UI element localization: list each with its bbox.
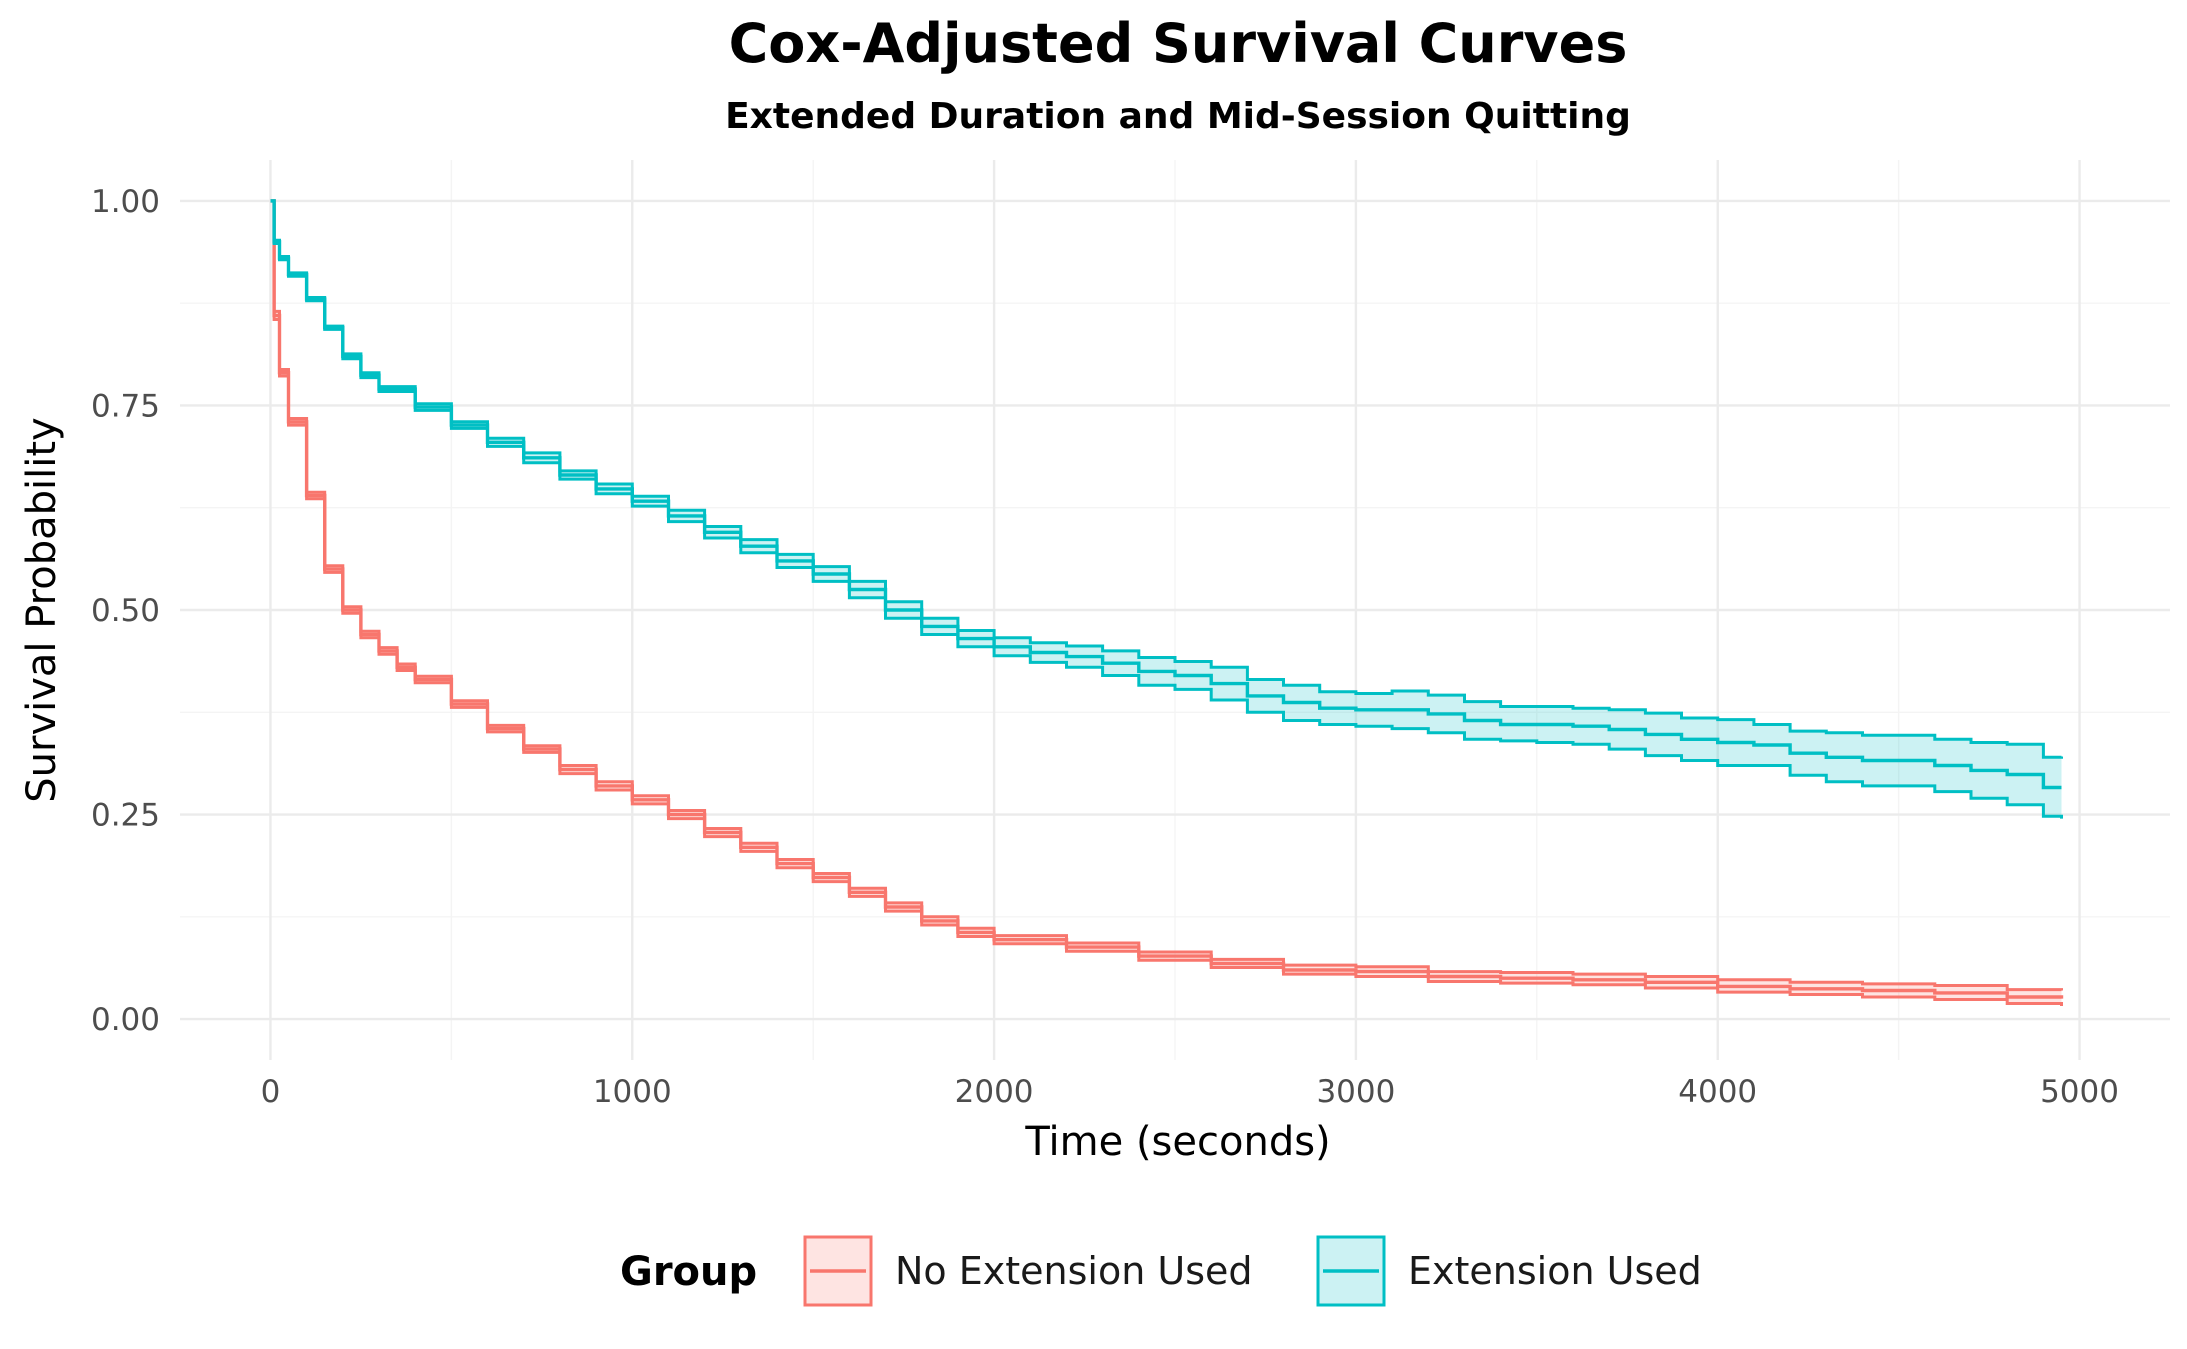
x-tick-label: 2000 xyxy=(955,1074,1034,1110)
extension-used-lower-line xyxy=(270,199,2063,819)
no-extension-used-legend-label: No Extension Used xyxy=(895,1249,1253,1293)
y-axis-title: Survival Probability xyxy=(19,417,65,802)
extension-used-survival-line xyxy=(270,199,2062,790)
y-axis-ticks: 0.00 0.25 0.50 0.75 1.00 xyxy=(91,184,160,1038)
y-tick-label: 0.25 xyxy=(91,798,160,834)
grid xyxy=(180,160,2170,1060)
legend-title: Group xyxy=(620,1249,757,1295)
x-tick-label: 4000 xyxy=(1678,1074,1757,1110)
chart-subtitle: Extended Duration and Mid-Session Quitti… xyxy=(725,96,1631,137)
legend: Group No Extension Used Extension Used xyxy=(620,1235,1702,1307)
y-tick-label: 0.75 xyxy=(91,388,160,424)
x-tick-label: 1000 xyxy=(593,1074,672,1110)
survival-lines xyxy=(270,199,2064,1006)
y-tick-label: 1.00 xyxy=(91,184,160,220)
x-tick-label: 5000 xyxy=(2040,1074,2119,1110)
y-tick-label: 0.00 xyxy=(91,1002,160,1038)
extension-used-legend-label: Extension Used xyxy=(1408,1249,1702,1293)
x-tick-label: 3000 xyxy=(1316,1074,1395,1110)
no-extension-used-survival-line xyxy=(270,199,2064,999)
extension-used-confidence-band xyxy=(270,200,2062,819)
x-tick-label: 0 xyxy=(261,1074,281,1110)
chart-title: Cox-Adjusted Survival Curves xyxy=(729,12,1628,75)
x-axis-title: Time (seconds) xyxy=(1024,1119,1330,1165)
confidence-bands xyxy=(270,200,2062,1006)
x-axis-ticks: 0 1000 2000 3000 4000 5000 xyxy=(261,1074,2119,1110)
y-tick-label: 0.50 xyxy=(91,593,160,629)
